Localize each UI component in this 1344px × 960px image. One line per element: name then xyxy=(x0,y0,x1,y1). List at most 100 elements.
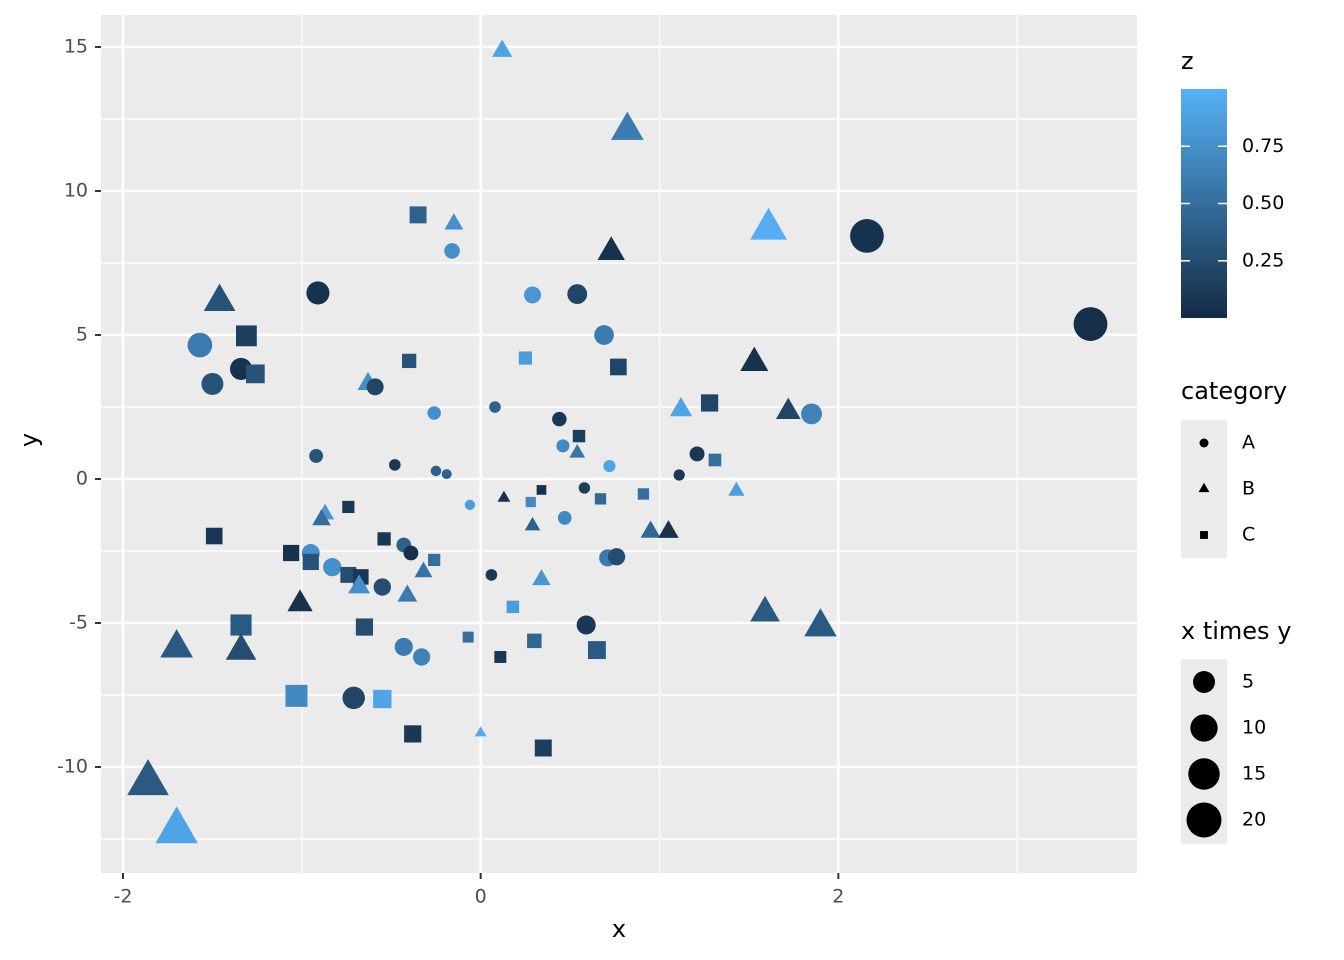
point xyxy=(750,595,780,622)
legend-label: 0.75 xyxy=(1242,135,1284,157)
point xyxy=(532,569,551,586)
point xyxy=(235,325,257,347)
point xyxy=(155,806,198,844)
point xyxy=(302,553,319,571)
point xyxy=(524,516,541,531)
legend-label: C xyxy=(1242,524,1255,546)
legend-key xyxy=(1190,714,1218,742)
point xyxy=(366,378,384,396)
point xyxy=(404,725,422,743)
point xyxy=(489,401,501,413)
point xyxy=(201,372,224,395)
point xyxy=(414,561,433,578)
point xyxy=(282,544,300,562)
y-tick-label: 10 xyxy=(64,179,88,201)
point xyxy=(637,488,650,500)
y-axis-title: y xyxy=(15,433,43,447)
legend-label: A xyxy=(1242,432,1255,454)
point xyxy=(187,332,213,358)
point xyxy=(557,511,572,525)
x-axis-title: x xyxy=(612,915,626,943)
point xyxy=(673,469,685,481)
point xyxy=(708,453,722,467)
legend-label: 15 xyxy=(1242,763,1266,785)
point xyxy=(323,557,342,577)
point xyxy=(728,481,745,496)
point xyxy=(1073,307,1108,341)
point xyxy=(518,351,532,365)
point xyxy=(525,496,536,508)
point xyxy=(801,403,822,425)
point xyxy=(464,499,476,511)
legend-label: 10 xyxy=(1242,717,1266,739)
point xyxy=(444,243,460,259)
point xyxy=(245,364,265,384)
point xyxy=(348,574,370,594)
point xyxy=(594,325,614,345)
legend-key xyxy=(1188,758,1220,790)
legend-label: 20 xyxy=(1242,809,1266,831)
point xyxy=(230,614,252,636)
point xyxy=(494,651,507,663)
point xyxy=(160,629,194,658)
point xyxy=(127,759,169,796)
point xyxy=(775,397,801,420)
point xyxy=(397,584,418,602)
legend-label: 5 xyxy=(1242,671,1254,693)
point xyxy=(312,509,331,526)
point xyxy=(607,548,626,566)
legend-key xyxy=(1186,802,1222,838)
point xyxy=(576,615,596,635)
point xyxy=(287,589,313,612)
y-tick-label: 5 xyxy=(76,323,88,345)
legend-title: z xyxy=(1181,47,1194,75)
legend-label: B xyxy=(1242,478,1255,500)
point xyxy=(524,286,542,304)
point xyxy=(373,689,392,709)
point xyxy=(355,618,374,636)
y-tick-label: -5 xyxy=(69,612,88,634)
legend-title: x times y xyxy=(1181,617,1291,645)
point xyxy=(594,493,607,505)
point xyxy=(567,284,588,305)
y-tick-label: 0 xyxy=(76,467,88,489)
legend-key xyxy=(1200,531,1208,539)
point xyxy=(342,500,355,514)
point xyxy=(506,600,520,614)
point xyxy=(527,633,542,649)
point xyxy=(427,406,441,420)
point xyxy=(850,219,884,253)
point xyxy=(285,684,308,707)
x-tick-label: 2 xyxy=(832,886,844,908)
point xyxy=(340,566,357,583)
legend-key xyxy=(1193,671,1215,693)
point xyxy=(689,446,705,462)
point xyxy=(534,739,552,757)
point xyxy=(750,207,788,240)
point xyxy=(700,394,719,412)
x-tick-label: -2 xyxy=(114,886,133,908)
point xyxy=(342,686,365,710)
panel xyxy=(101,15,1137,873)
point xyxy=(409,206,427,224)
point xyxy=(658,520,679,538)
point xyxy=(597,236,625,260)
y-tick-label: -10 xyxy=(57,756,88,778)
legend-title: category xyxy=(1181,377,1287,405)
point xyxy=(497,490,511,502)
x-tick-label: 0 xyxy=(475,886,487,908)
point xyxy=(401,353,417,369)
point xyxy=(462,631,474,643)
point xyxy=(556,439,570,453)
point xyxy=(377,532,391,546)
point xyxy=(740,346,769,372)
point xyxy=(572,429,586,443)
point xyxy=(306,281,330,305)
point xyxy=(203,283,236,312)
legend-key xyxy=(1199,438,1209,448)
point xyxy=(430,465,442,477)
point xyxy=(428,553,441,567)
point xyxy=(492,39,513,57)
point xyxy=(413,648,431,666)
y-tick-label: 15 xyxy=(64,35,88,57)
